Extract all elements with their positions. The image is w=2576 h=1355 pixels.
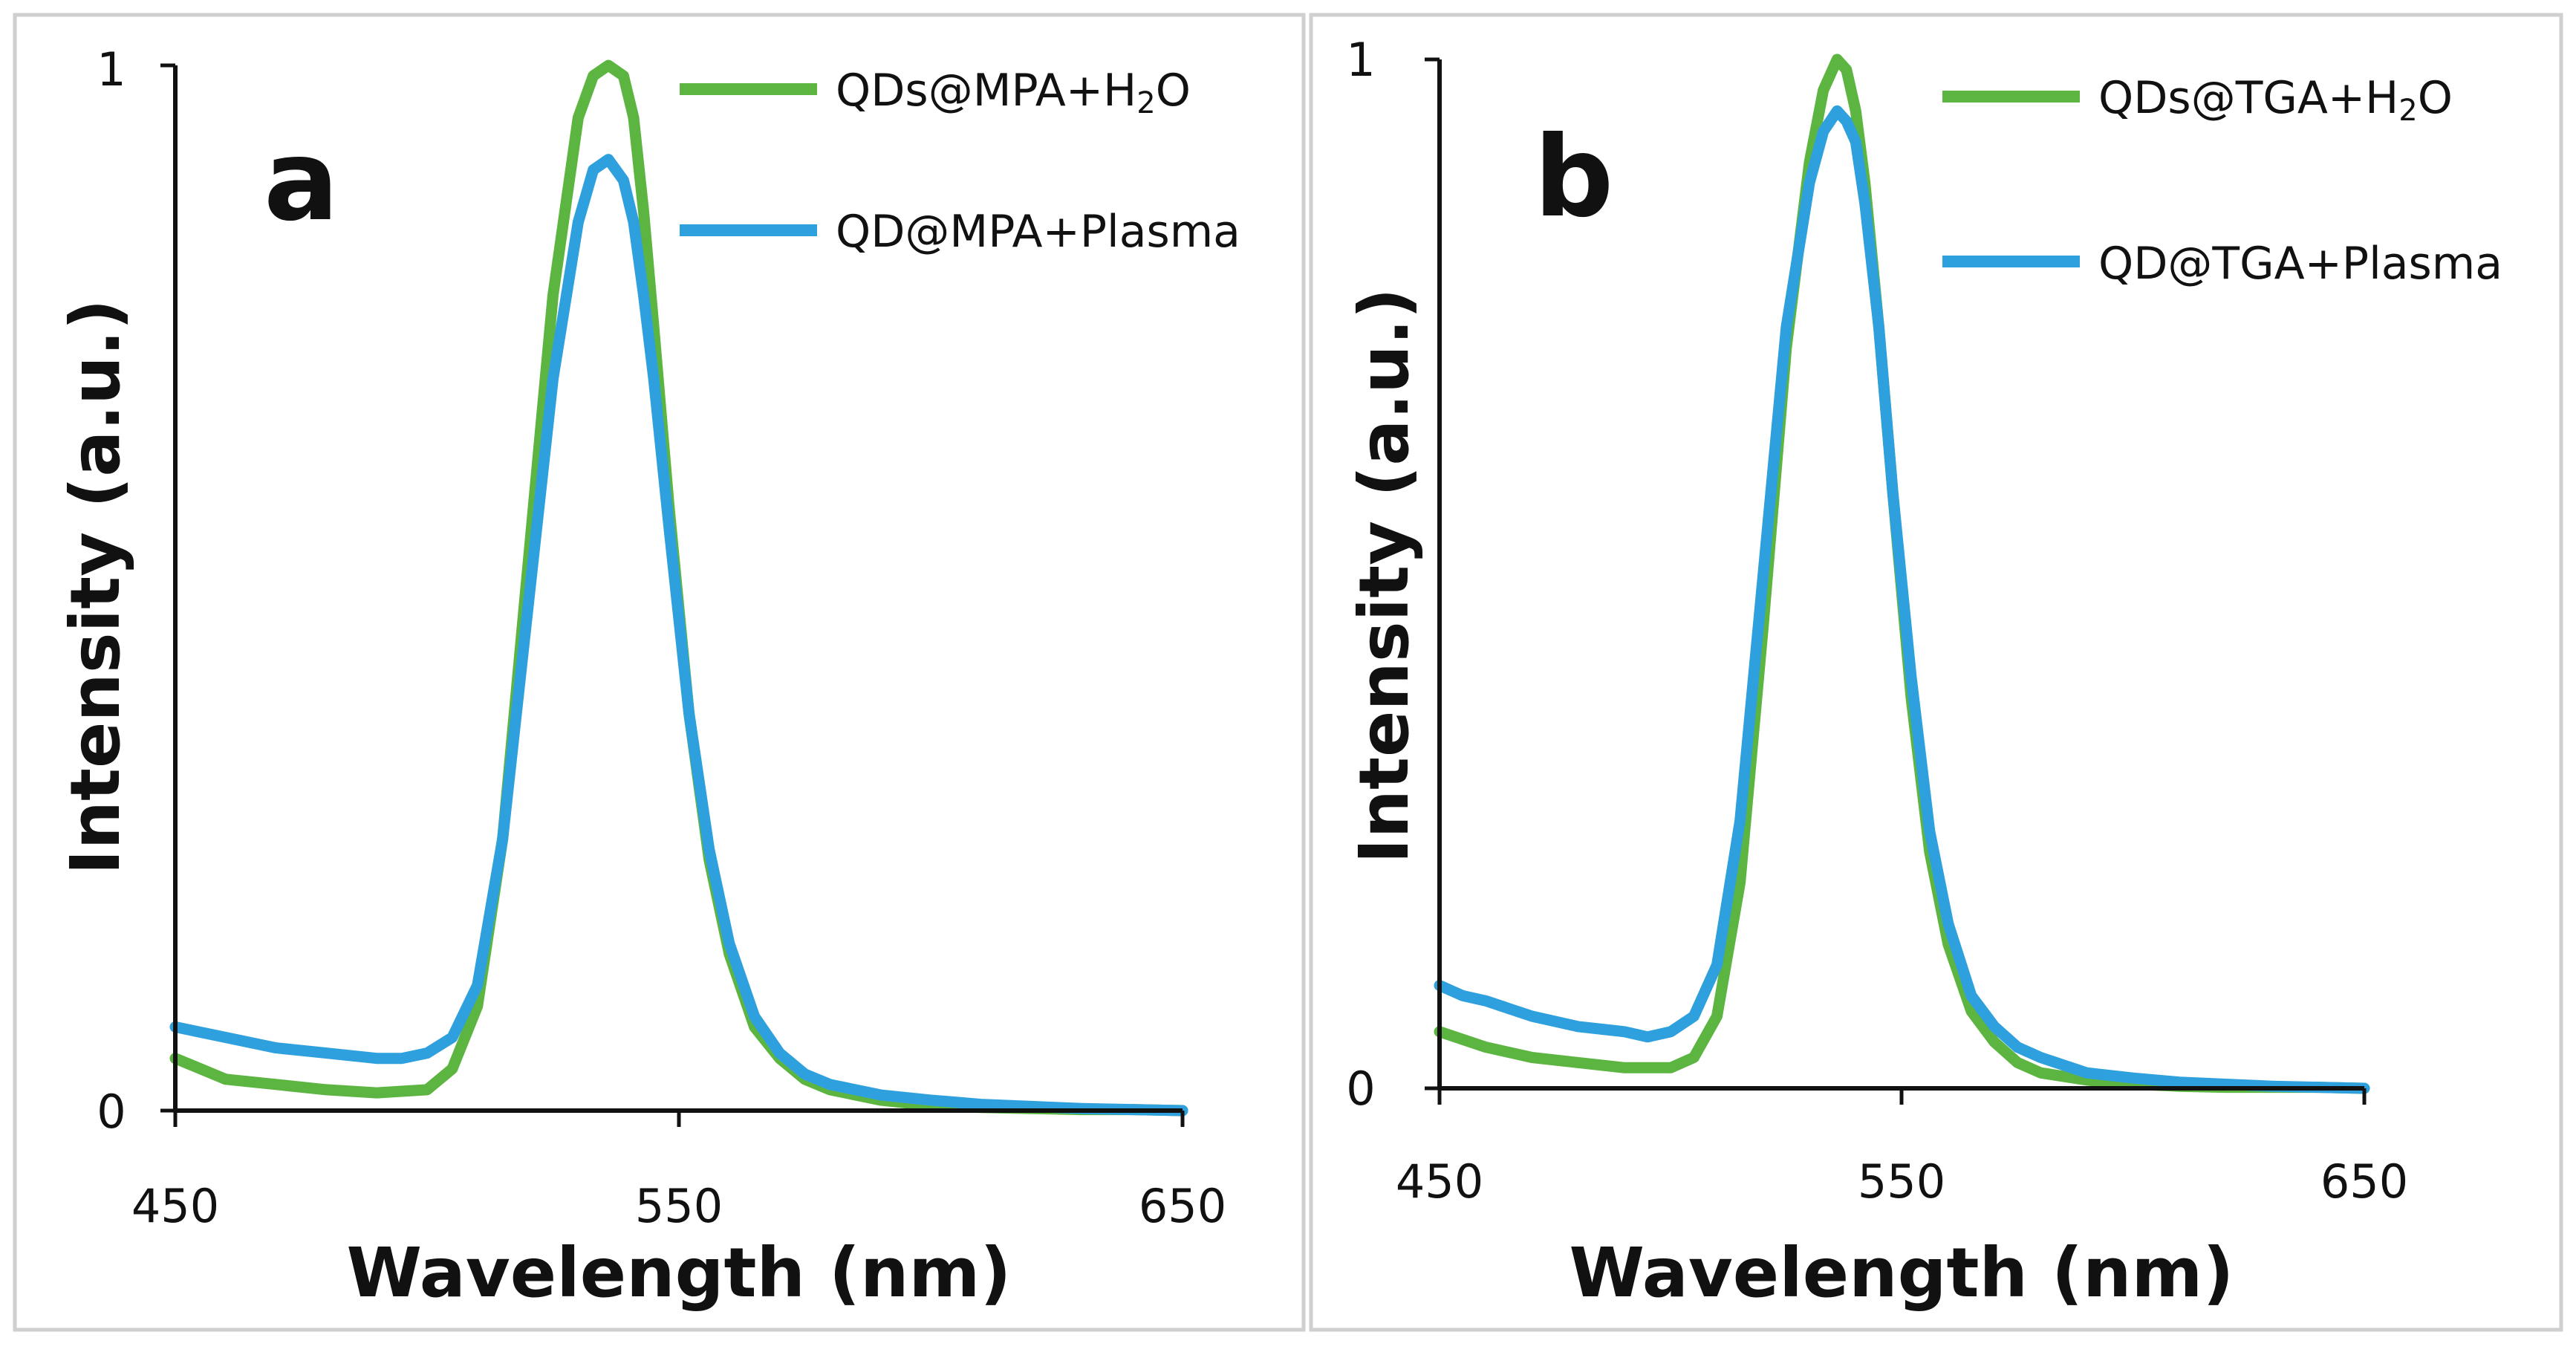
panel-b-frame (1309, 13, 2563, 1332)
panel-b-letter: b (1534, 113, 1613, 242)
panel-a-letter: a (264, 117, 339, 246)
panel-a-x-axis-title: Wavelength (nm) (347, 1233, 1012, 1313)
panel-b-legend-label-plasma: QD@TGA+Plasma (2098, 238, 2502, 290)
panel-b-x-axis-title: Wavelength (nm) (1570, 1233, 2234, 1313)
panel-a-plasma-line (169, 154, 1188, 1117)
panel-b-plasma-line (1434, 105, 2370, 1094)
panel-b-x-tick-label-550: 550 (1858, 1154, 1945, 1209)
panel-a-y-axis-title: Intensity (a.u.) (56, 299, 135, 874)
panel-b-legend: QDs@TGA+H2O QD@TGA+Plasma (1942, 72, 2502, 290)
panel-b-x-tick-label-450: 450 (1396, 1154, 1483, 1209)
panel-a-y-tick-label-0: 0 (97, 1085, 126, 1139)
panel-a-y-tick-label-1: 1 (97, 42, 126, 97)
panel-a: 1 0 450 550 650 Wavelength (nm) Intensit… (13, 13, 1306, 1332)
panel-a-legend-label-h2o: QDs@MPA+H2O (836, 65, 1191, 120)
panel-b-x-tick-label-650: 650 (2320, 1154, 2408, 1209)
panel-a-x-tick-label-650: 650 (1139, 1179, 1226, 1233)
panel-b-y-axis-title: Intensity (a.u.) (1344, 287, 1424, 863)
panel-a-x-tick-label-450: 450 (131, 1179, 219, 1233)
panel-a-legend: QDs@MPA+H2O QD@MPA+Plasma (680, 65, 1240, 258)
panel-a-frame (13, 13, 1306, 1332)
panel-a-x-tick-label-550: 550 (635, 1179, 723, 1233)
panel-b-legend-label-h2o: QDs@TGA+H2O (2098, 72, 2453, 128)
panel-b: 1 0 450 550 650 Wavelength (nm) Intensit… (1309, 13, 2563, 1332)
panel-a-legend-label-plasma: QD@MPA+Plasma (836, 206, 1240, 258)
panel-b-y-tick-label-1: 1 (1346, 33, 1375, 87)
panel-b-y-tick-label-0: 0 (1346, 1062, 1375, 1116)
